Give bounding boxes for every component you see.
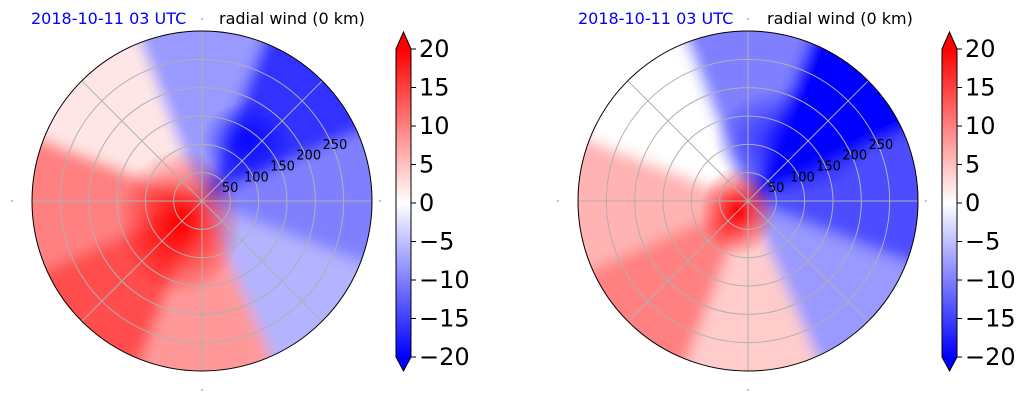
polar-plot-left: 2018-10-11 03 UTC radial wind (0 km)50100… xyxy=(11,9,470,391)
radial-tick-label: 250 xyxy=(322,138,347,153)
polar-frame xyxy=(31,30,373,372)
angular-tick-mark xyxy=(201,389,203,391)
colorbar-tick-label: −10 xyxy=(965,266,1016,294)
field-core-min xyxy=(713,86,873,196)
colorbar-tick-label: 15 xyxy=(965,74,996,102)
angular-tick-mark xyxy=(379,200,381,202)
radial-tick-label: 150 xyxy=(270,159,295,174)
colorbar-body xyxy=(942,49,957,357)
colorbar-tick-label: 10 xyxy=(965,112,996,140)
grid-spoke-135 xyxy=(81,80,203,202)
colorbar-tick-label: −5 xyxy=(419,228,454,256)
colorbar-tick-label: 15 xyxy=(419,74,450,102)
colorbar: 20 15 10 5 0 −5 −10 −15 −20 xyxy=(395,30,470,373)
colorbar-tick-label: −10 xyxy=(419,266,470,294)
grid-spoke-45 xyxy=(201,80,323,202)
angular-tick-mark xyxy=(11,200,13,202)
colorbar-tick-label: −20 xyxy=(419,343,470,371)
colorbar: 20 15 10 5 0 −5 −10 −15 −20 xyxy=(941,30,1016,373)
colorbar-tick-label: 20 xyxy=(965,35,996,63)
grid-spoke-45 xyxy=(747,80,869,202)
colorbar-tick-label: 10 xyxy=(419,112,450,140)
colorbar-tick-label: 5 xyxy=(965,151,980,179)
colorbar-tick-label: −15 xyxy=(419,305,470,333)
angular-tick-mark xyxy=(557,200,559,202)
grid-spoke-225 xyxy=(81,200,203,322)
colorbar-extend-min xyxy=(396,357,411,371)
colorbar-body xyxy=(396,49,411,357)
colorbar-tick-label: −20 xyxy=(965,343,1016,371)
angular-tick-mark xyxy=(747,389,749,391)
radial-tick-label: 100 xyxy=(790,170,815,185)
chart-title-date: 2018-10-11 03 UTC xyxy=(31,9,186,28)
colorbar-extend-max xyxy=(942,32,957,49)
colorbar-tick-label: 5 xyxy=(419,151,434,179)
grid-spoke-315 xyxy=(201,200,323,322)
polar-grid xyxy=(578,31,918,371)
radial-tick-label: 50 xyxy=(222,181,239,196)
chart-title-variable: radial wind (0 km) xyxy=(219,9,365,28)
radial-tick-label: 50 xyxy=(768,181,785,196)
colorbar-tick-label: 20 xyxy=(419,35,450,63)
grid-spoke-225 xyxy=(627,200,749,322)
colorbar-extend-min xyxy=(942,357,957,371)
radial-tick-label: 200 xyxy=(842,149,867,164)
colorbar-tick-label: 0 xyxy=(965,189,980,217)
colorbar-extend-max xyxy=(396,32,411,49)
angular-tick-mark xyxy=(925,200,927,202)
colorbar-tick-label: −15 xyxy=(965,305,1016,333)
angular-tick-mark xyxy=(747,18,749,20)
colorbar-tick-label: −5 xyxy=(965,228,1000,256)
polar-frame xyxy=(577,30,919,372)
radial-tick-label: 150 xyxy=(816,159,841,174)
angular-tick-mark xyxy=(201,18,203,20)
radial-tick-label: 200 xyxy=(296,149,321,164)
chart-title-date: 2018-10-11 03 UTC xyxy=(578,9,733,28)
polar-plot-right: 2018-10-11 03 UTC radial wind (0 km)50100… xyxy=(557,9,1016,391)
grid-spoke-315 xyxy=(747,200,869,322)
radial-tick-label: 100 xyxy=(244,170,269,185)
colorbar-tick-label: 0 xyxy=(419,189,434,217)
field-core-min xyxy=(202,101,292,181)
polar-grid xyxy=(32,31,372,371)
radial-tick-label: 250 xyxy=(868,138,893,153)
chart-title-variable: radial wind (0 km) xyxy=(767,9,913,28)
grid-spoke-135 xyxy=(627,80,749,202)
